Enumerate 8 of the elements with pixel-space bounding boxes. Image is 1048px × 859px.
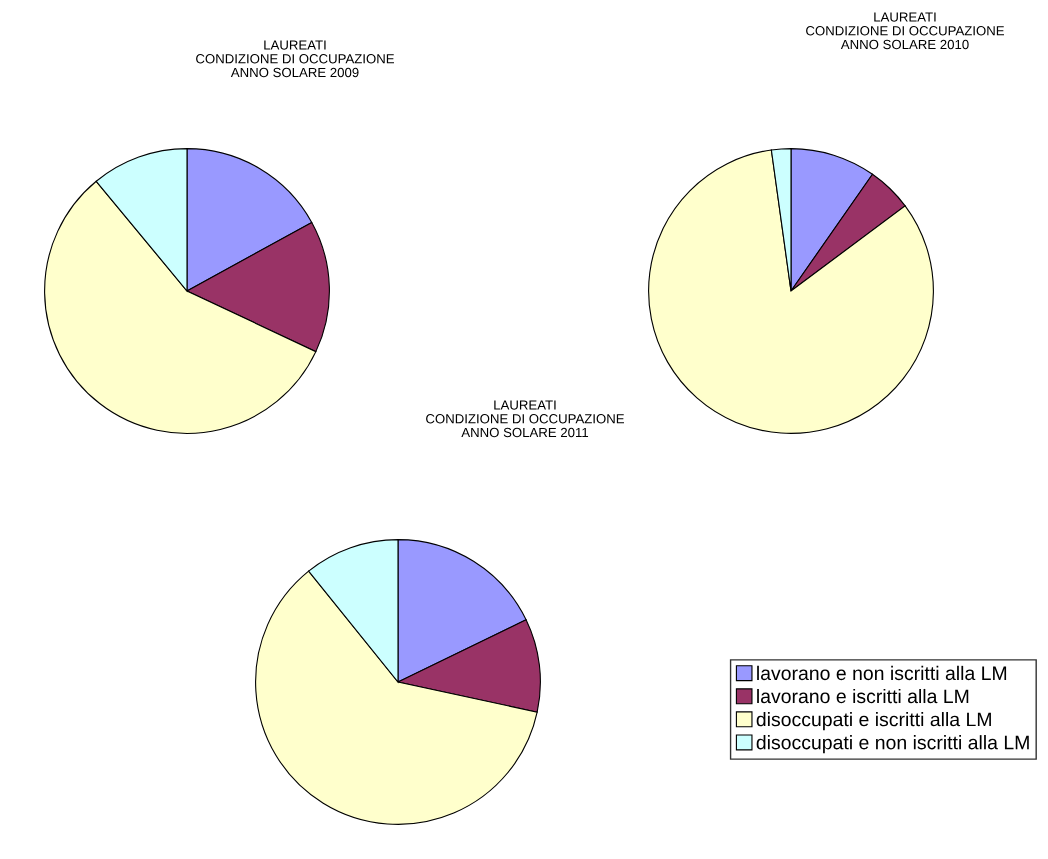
legend-label: disoccupati e iscritti alla LM xyxy=(756,712,991,731)
chart-title: LAUREATI CONDIZIONE DI OCCUPAZIONE ANNO SOLARE 2011 xyxy=(426,400,625,438)
legend-label: lavorano e non iscritti alla LM xyxy=(757,665,1007,681)
legend-label: disoccupati e non iscritti alla LM xyxy=(756,735,1029,754)
legend-label: lavorano e iscritti alla LM xyxy=(757,688,969,704)
chart-title: LAUREATI CONDIZIONE DI OCCUPAZIONE ANNO SOLARE 2010 xyxy=(806,12,1005,50)
chart-title: LAUREATI CONDIZIONE DI OCCUPAZIONE ANNO SOLARE 2009 xyxy=(196,40,395,78)
pie-slice xyxy=(648,149,934,434)
